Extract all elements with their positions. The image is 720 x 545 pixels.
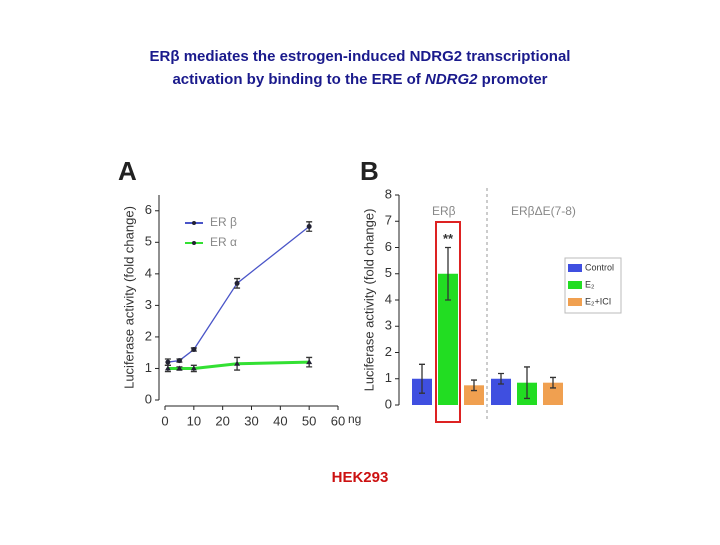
highlight-box <box>435 221 461 423</box>
footer: HEK293 <box>332 469 389 486</box>
bar <box>464 385 484 405</box>
y-tick-label: 5 <box>145 234 152 249</box>
point <box>191 347 197 353</box>
legend-swatch <box>568 264 582 272</box>
y-tick-label: 4 <box>385 291 392 306</box>
title-part: activation by binding to the ERE of <box>172 71 425 88</box>
title-part: promoter <box>478 71 548 88</box>
legend-marker <box>192 221 196 225</box>
error-bar <box>471 379 477 392</box>
group-label: ERβΔE(7-8) <box>511 204 576 218</box>
y-tick-label: 6 <box>145 202 152 217</box>
y-tick-label: 1 <box>385 370 392 385</box>
y-tick-label: 1 <box>145 360 152 375</box>
y-tick-label: 5 <box>385 265 392 280</box>
point <box>306 224 312 230</box>
y-tick-label: 0 <box>145 391 152 406</box>
y-tick-label: 4 <box>145 265 152 280</box>
y-tick-label: 6 <box>385 239 392 254</box>
legend-swatch <box>568 281 582 289</box>
point <box>164 365 171 371</box>
legend-marker <box>192 241 196 245</box>
group-label: ERβ <box>432 204 456 218</box>
y-tick-label: 7 <box>385 213 392 228</box>
y-tick-label: 0 <box>385 396 392 411</box>
title-line: ERβ mediates the estrogen-induced NDRG2 … <box>150 48 571 65</box>
point <box>165 359 171 365</box>
point <box>190 365 197 371</box>
y-tick-label: 2 <box>385 344 392 359</box>
x-axis-label: ng <box>348 412 361 426</box>
x-tick-label: 20 <box>215 413 229 428</box>
point <box>306 359 313 365</box>
y-axis-label: Luciferase activity (fold change) <box>121 206 136 389</box>
error-bar <box>550 376 556 389</box>
x-tick-label: 10 <box>187 413 201 428</box>
point <box>234 360 241 366</box>
x-tick-label: 0 <box>161 413 168 428</box>
legend-label: E₂+ICI <box>585 296 611 306</box>
y-tick-label: 2 <box>145 328 152 343</box>
error-bar <box>445 246 451 301</box>
legend-swatch <box>568 298 582 306</box>
legend-label: ER β <box>210 215 237 229</box>
x-tick-label: 60 <box>331 413 345 428</box>
legend-label: Control <box>585 262 614 272</box>
y-axis-label: Luciferase activity (fold change) <box>361 209 376 392</box>
title-part: NDRG2 <box>425 71 478 88</box>
title-part: ERβ mediates the estrogen-induced NDRG2 … <box>150 48 571 65</box>
legend-label: ER α <box>210 235 237 249</box>
x-tick-label: 30 <box>244 413 258 428</box>
point <box>176 365 183 371</box>
bar <box>491 378 511 405</box>
legend-label: E₂ <box>585 279 595 289</box>
annotation: ** <box>443 231 454 246</box>
title-line: activation by binding to the ERE of NDRG… <box>172 71 547 88</box>
point <box>234 280 240 286</box>
bar <box>543 382 563 405</box>
y-tick-label: 3 <box>385 318 392 333</box>
y-tick-label: 8 <box>385 186 392 201</box>
x-tick-label: 50 <box>302 413 316 428</box>
error-bar <box>419 363 425 394</box>
error-bar <box>524 366 530 400</box>
x-tick-label: 40 <box>273 413 287 428</box>
bar <box>438 273 458 405</box>
error-bar <box>498 372 504 385</box>
panel-label: A <box>118 156 137 186</box>
point <box>176 358 182 364</box>
y-tick-label: 3 <box>145 297 152 312</box>
panel-label: B <box>360 156 379 186</box>
